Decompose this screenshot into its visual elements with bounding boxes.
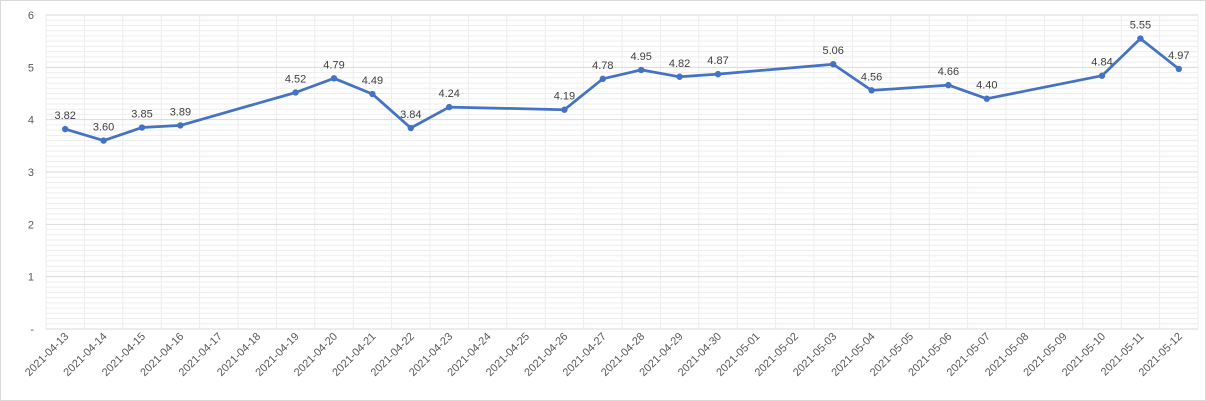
- data-label: 3.84: [400, 109, 421, 121]
- y-tick-label: 4: [28, 115, 34, 127]
- data-point: [714, 70, 722, 78]
- data-label: 3.85: [131, 109, 152, 121]
- data-point: [599, 75, 606, 83]
- data-label: 4.97: [1168, 50, 1189, 62]
- data-labels: 3.82 3.60 3.85 3.89 4.52 4.79 4.49 3.84 4.24 4.19…: [54, 20, 1189, 134]
- data-point: [1175, 65, 1183, 73]
- data-point: [177, 122, 184, 129]
- y-tick-label: -: [30, 324, 34, 336]
- data-label: 4.19: [554, 91, 575, 103]
- data-point: [945, 81, 952, 89]
- y-tick-label: 2: [28, 219, 34, 231]
- data-label: 4.78: [592, 60, 613, 72]
- data-point: [100, 137, 107, 144]
- data-point: [61, 125, 69, 133]
- y-tick-label: 5: [28, 62, 34, 74]
- data-point: [676, 73, 683, 80]
- data-point: [446, 103, 453, 111]
- data-points: [61, 35, 1183, 144]
- data-label: 4.84: [1091, 57, 1112, 69]
- data-point: [292, 89, 299, 96]
- data-point: [1098, 72, 1106, 79]
- data-label: 4.95: [630, 51, 651, 63]
- data-label: 3.89: [170, 106, 191, 118]
- data-point: [330, 75, 338, 82]
- data-point: [638, 66, 645, 74]
- data-label: 5.06: [822, 45, 843, 57]
- y-axis-tick-labels: - 1 2 3 4 5 6: [28, 10, 34, 336]
- data-label: 3.60: [93, 122, 114, 134]
- data-point: [983, 95, 990, 102]
- data-label: 4.49: [362, 75, 383, 87]
- x-axis-tick-labels: 2021-04-132021-04-142021-04-152021-04-16…: [23, 331, 1185, 379]
- data-label: 4.24: [438, 88, 459, 100]
- data-point: [830, 60, 837, 68]
- data-label: 4.87: [707, 55, 728, 67]
- data-label: 4.40: [976, 80, 997, 92]
- data-point: [561, 106, 568, 113]
- data-point: [138, 124, 146, 131]
- data-label: 4.82: [669, 58, 690, 70]
- data-label: 3.82: [54, 110, 75, 122]
- data-point: [1137, 35, 1144, 42]
- y-tick-label: 3: [28, 167, 34, 179]
- data-label: 4.66: [938, 66, 959, 78]
- y-tick-label: 6: [28, 10, 34, 22]
- data-point: [868, 87, 875, 94]
- data-label: 4.79: [323, 59, 344, 71]
- data-label: 4.52: [285, 73, 306, 85]
- data-label: 5.55: [1130, 20, 1151, 32]
- y-tick-label: 1: [28, 272, 34, 284]
- data-label: 4.56: [861, 71, 882, 83]
- data-point: [369, 90, 376, 98]
- major-gridlines: [46, 14, 1198, 330]
- data-point: [407, 124, 414, 132]
